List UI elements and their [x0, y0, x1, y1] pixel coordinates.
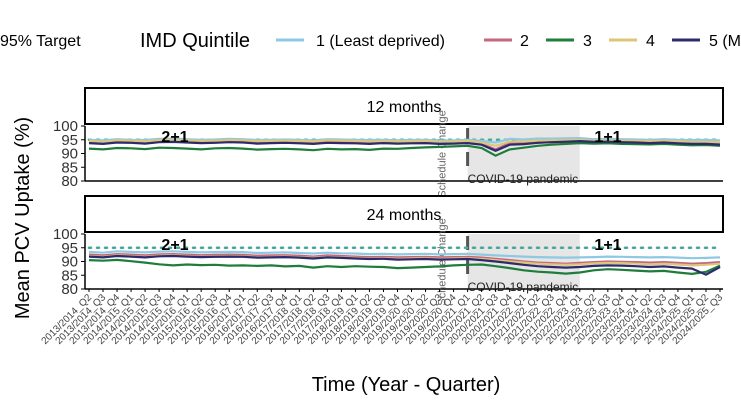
facet-title-12-months: 12 months	[367, 99, 442, 116]
legend-entry-q1: 1 (Least deprived)	[316, 33, 445, 50]
schedule-change-label: Schedule Change	[437, 110, 449, 197]
y-tick-label: 90	[61, 254, 78, 271]
legend-entry-q3: 3	[583, 33, 592, 50]
y-tick-label: 85	[61, 159, 78, 176]
y-tick-label: 80	[61, 173, 78, 190]
y-tick-label: 100	[53, 118, 78, 135]
schedule-label-before: 2+1	[161, 237, 188, 254]
y-tick-label: 95	[61, 132, 78, 149]
legend-entry-q4: 4	[646, 33, 655, 50]
covid-shading	[467, 126, 580, 181]
series-line-q3	[88, 258, 721, 276]
series-line-q2	[88, 252, 721, 265]
facet-strip-12-months	[84, 87, 724, 125]
schedule-label-before: 2+1	[161, 129, 188, 146]
series-line-q1	[88, 250, 721, 260]
y-tick-label: 80	[61, 281, 78, 298]
legend-target-label: 95% Target	[0, 33, 81, 50]
y-axis-title: Mean PCV Uptake (%)	[12, 117, 34, 319]
covid-label: COVID-19 pandemic	[468, 280, 579, 294]
legend: 95% Target IMD Quintile 1 (Least deprive…	[0, 30, 741, 52]
x-axis-ticks: 2013/2014_Q22013/2014_Q32013/2014_Q42014…	[40, 289, 725, 347]
x-axis-title: Time (Year - Quarter)	[312, 374, 501, 396]
legend-title: IMD Quintile	[140, 30, 250, 52]
series-line-q4	[88, 138, 721, 147]
series-line-q5	[88, 254, 721, 276]
y-tick-label: 95	[61, 240, 78, 257]
schedule-label-after: 1+1	[594, 237, 621, 254]
legend-entry-q2: 2	[520, 33, 529, 50]
schedule-label-after: 1+1	[594, 129, 621, 146]
series-line-q3	[88, 141, 721, 157]
legend-entry-q5: 5 (M	[709, 33, 741, 50]
covid-label: COVID-19 pandemic	[468, 172, 579, 186]
schedule-change-label: Schedule Change	[437, 218, 449, 305]
y-tick-label: 90	[61, 146, 78, 163]
y-tick-label: 100	[53, 226, 78, 243]
series-line-q5	[88, 139, 721, 152]
y-tick-label: 85	[61, 267, 78, 284]
facet-title-24-months: 24 months	[367, 207, 442, 224]
facet-strip-24-months	[84, 195, 724, 233]
